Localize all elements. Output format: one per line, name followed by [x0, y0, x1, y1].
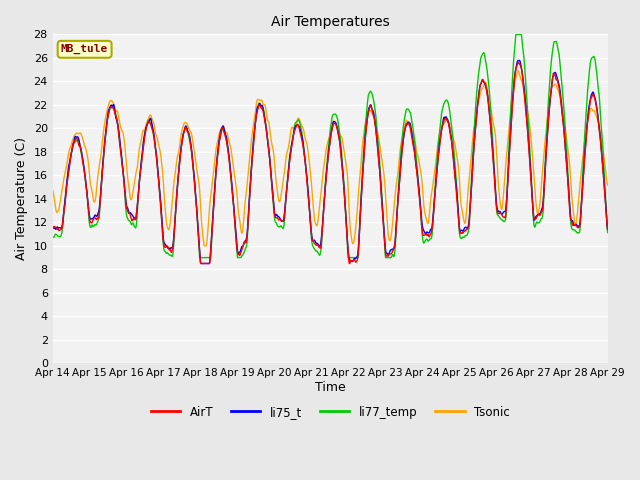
- Title: Air Temperatures: Air Temperatures: [271, 15, 390, 29]
- X-axis label: Time: Time: [315, 381, 346, 394]
- Y-axis label: Air Temperature (C): Air Temperature (C): [15, 137, 28, 260]
- Text: MB_tule: MB_tule: [61, 44, 108, 54]
- Legend: AirT, li75_t, li77_temp, Tsonic: AirT, li75_t, li77_temp, Tsonic: [146, 401, 515, 423]
